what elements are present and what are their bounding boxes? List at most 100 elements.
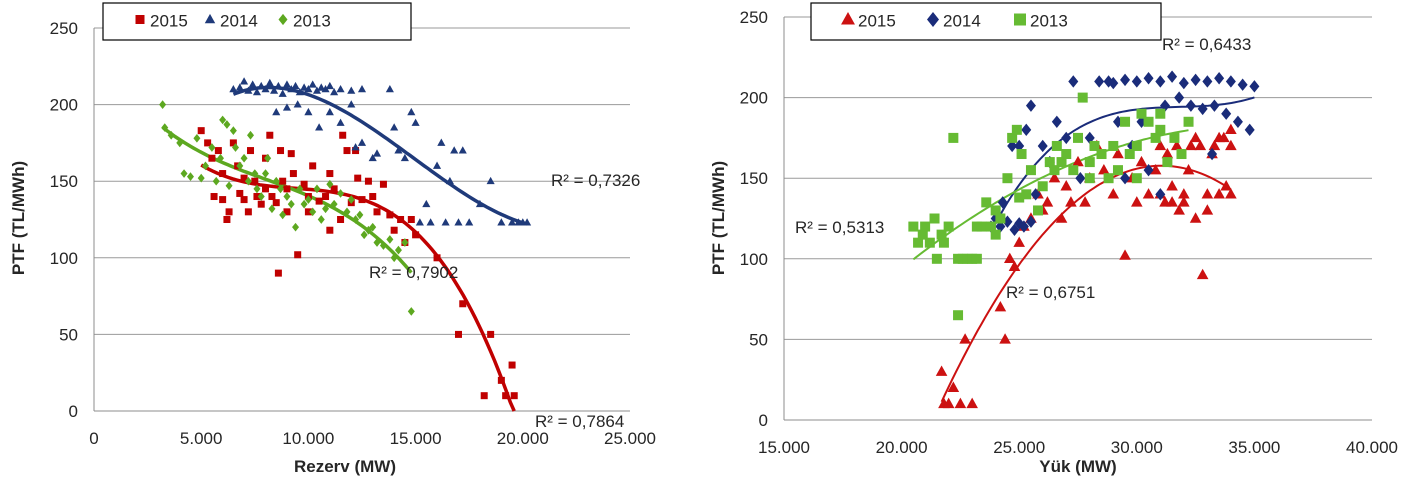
point-2013 [1108,140,1119,151]
point-2013 [219,115,227,125]
point-2014 [240,77,249,85]
r2-label-2015: R² = 0,6751 [1006,283,1095,302]
point-2015 [1154,139,1167,151]
point-2014 [1030,188,1041,201]
point-2013 [407,307,415,316]
point-2015 [433,254,441,262]
point-2014 [1197,102,1208,116]
point-2014 [1155,188,1166,201]
point-2015 [942,397,955,409]
point-2015 [454,330,462,338]
point-2013 [159,100,167,109]
point-2014 [336,84,345,93]
point-2015 [219,196,227,204]
point-2013 [401,238,409,247]
point-2015 [1003,252,1016,263]
point-2015 [289,170,297,178]
point-2014 [426,218,435,226]
y-tick-label: 250 [50,19,78,38]
point-2014 [508,218,517,226]
point-2013 [1155,108,1166,119]
point-2014 [523,218,532,226]
point-2013 [262,169,270,178]
point-2015 [208,154,216,162]
point-2014 [357,84,367,93]
point-2013 [253,184,261,194]
point-2013 [225,181,233,191]
point-2014 [252,88,262,96]
point-2013 [995,213,1006,224]
point-2014 [357,138,367,146]
point-2013 [1183,116,1194,127]
point-2014 [330,88,339,96]
point-2014 [347,100,356,108]
point-2015 [1189,131,1202,143]
x-tick-label: 25.000 [993,438,1045,457]
point-2014 [1037,139,1048,153]
point-2013 [971,253,982,264]
point-2014 [317,83,326,91]
point-2013 [257,192,265,201]
point-2015 [219,170,227,178]
point-2014 [437,138,446,146]
point-2014 [1174,91,1185,104]
x-tick-label: 5.000 [180,429,223,448]
point-2015 [994,300,1007,312]
x-axis-label: Rezerv (MW) [294,457,396,476]
point-2015 [1119,249,1131,260]
point-2015 [999,333,1011,344]
point-2014 [325,81,334,90]
x-tick-label: 30.000 [1111,438,1163,457]
point-2014 [415,218,424,226]
point-2015 [1194,139,1207,151]
point-2014 [486,176,495,185]
point-2014 [475,199,484,208]
point-2014 [336,118,345,126]
point-2014 [1190,73,1201,87]
point-2013 [373,238,381,247]
point-2015 [266,131,274,139]
trendline-2014 [232,85,528,226]
point-2014 [441,218,450,226]
point-2014 [1143,72,1154,85]
point-2014 [1094,75,1105,88]
point-2015 [1208,139,1221,151]
point-2014 [312,86,322,94]
point-2013 [1014,192,1025,203]
point-2015 [1201,204,1214,215]
point-2013 [264,153,272,163]
point-2015 [1060,180,1073,191]
point-2015 [1225,139,1237,151]
point-2014 [235,83,244,91]
point-2014 [1178,76,1189,90]
point-2014 [411,118,420,126]
legend-label-2015: 2015 [150,12,188,31]
chart-yuk-svg: 0 50 100 150 200 250 15.000 20.000 25.000 30.000 3… [709,2,1398,476]
point-2015 [236,189,244,197]
r2-label-2015: R² = 0,7864 [535,412,624,431]
point-2015 [1041,196,1054,207]
point-2015 [253,193,261,201]
point-2015 [1079,196,1091,207]
x-axis-label: Yük (MW) [1039,457,1116,476]
point-2013 [176,138,184,148]
point-2015 [1048,172,1061,183]
point-2015 [1182,163,1195,175]
point-2015 [1142,188,1155,199]
point-2013 [317,215,325,224]
point-2015 [279,177,287,185]
x-tick-label: 15.000 [390,429,442,448]
point-2014 [1143,163,1154,177]
point-2014 [1167,70,1178,83]
point-2013 [1124,149,1135,160]
point-2015 [294,251,302,259]
point-2015 [480,392,488,400]
point-2014 [465,218,474,226]
point-2015 [283,208,291,216]
point-2015 [487,330,495,338]
point-2015 [364,177,372,185]
point-2013 [917,229,928,240]
point-2015 [386,211,394,219]
r2-label-2013: R² = 0,5313 [795,218,884,237]
point-2015 [1220,180,1232,191]
